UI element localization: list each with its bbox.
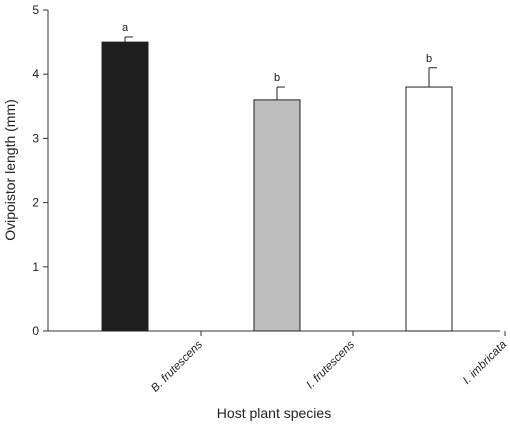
bar bbox=[405, 86, 453, 332]
y-ticks: 0 1 2 3 4 5 bbox=[32, 3, 48, 338]
x-tick-label: I. frutescens bbox=[304, 338, 357, 391]
labels: a b b bbox=[122, 22, 432, 84]
y-tick-label: 5 bbox=[32, 3, 39, 17]
bar bbox=[253, 99, 301, 332]
y-tick-label: 2 bbox=[32, 196, 39, 210]
x-tick-label: B. frutescens bbox=[149, 338, 205, 394]
bar bbox=[101, 41, 149, 332]
bars bbox=[101, 41, 453, 332]
y-tick-label: 0 bbox=[32, 324, 39, 338]
y-tick-label: 1 bbox=[32, 260, 39, 274]
y-axis: 0 1 2 3 4 5 bbox=[32, 3, 49, 338]
significance-letter: a bbox=[122, 22, 129, 34]
x-tick-label: I. imbricata bbox=[461, 339, 509, 387]
x-axis: B. frutescens I. frutescens I. imbricata bbox=[48, 330, 509, 395]
y-axis-title: Ovipoistor length (mm) bbox=[2, 99, 18, 241]
significance-letter: b bbox=[426, 53, 432, 65]
error-bars bbox=[124, 36, 437, 100]
y-tick-label: 3 bbox=[32, 131, 39, 145]
x-ticks: B. frutescens I. frutescens I. imbricata bbox=[149, 331, 509, 395]
x-axis-title: Host plant species bbox=[217, 405, 331, 421]
y-tick-label: 4 bbox=[32, 67, 39, 81]
significance-letter: b bbox=[274, 72, 280, 84]
